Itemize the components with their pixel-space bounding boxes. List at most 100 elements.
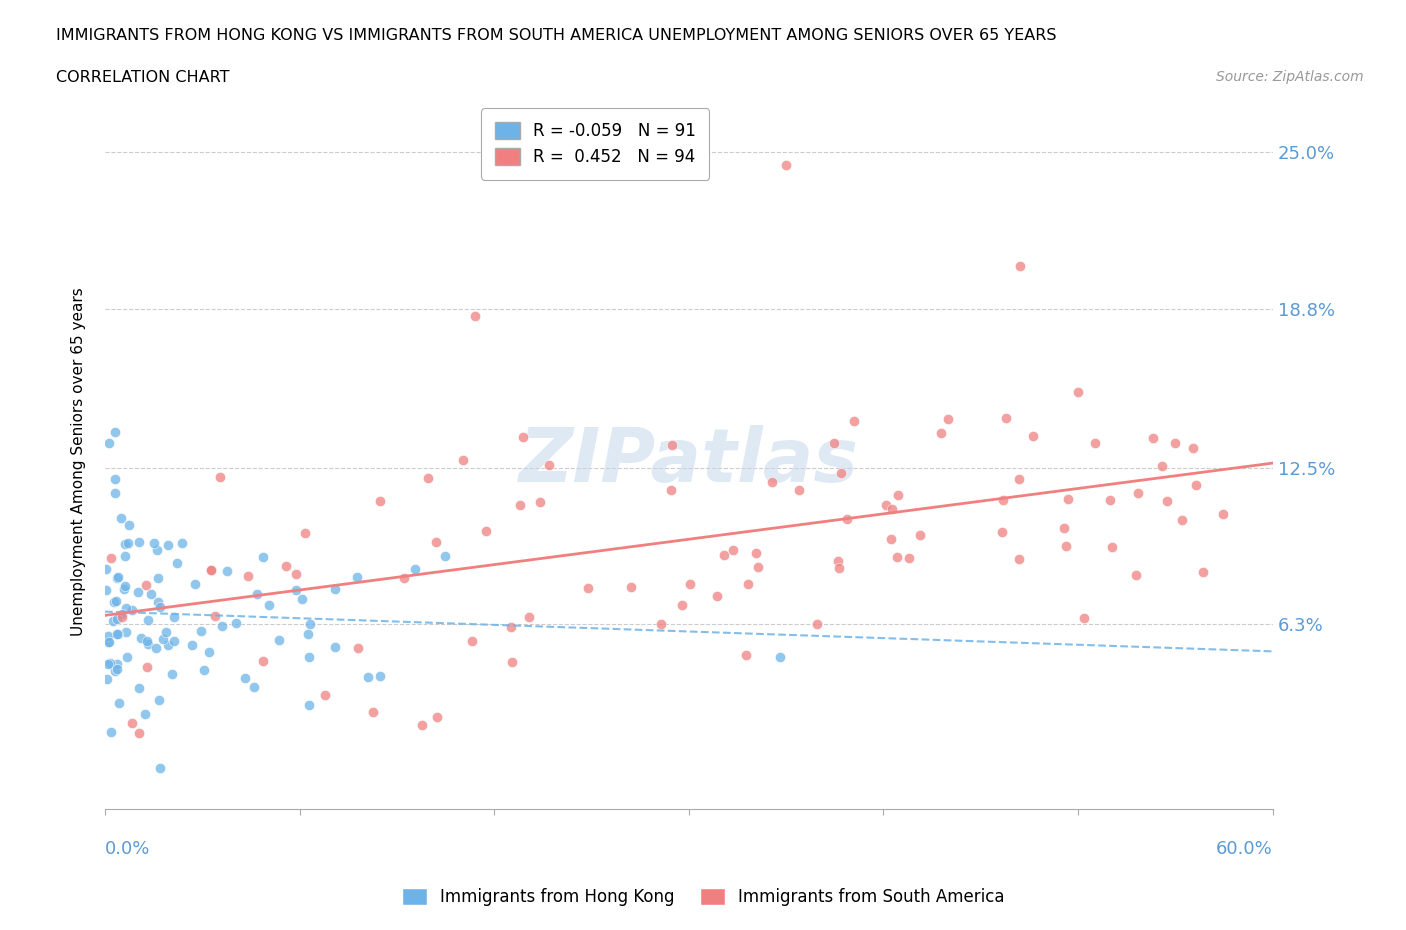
Text: IMMIGRANTS FROM HONG KONG VS IMMIGRANTS FROM SOUTH AMERICA UNEMPLOYMENT AMONG SE: IMMIGRANTS FROM HONG KONG VS IMMIGRANTS …	[56, 28, 1057, 43]
Point	[215, 564, 238, 578]
Point	[671, 597, 693, 612]
Point	[1008, 551, 1031, 566]
Point	[512, 430, 534, 445]
Point	[1022, 429, 1045, 444]
Point	[357, 670, 380, 684]
Point	[211, 618, 233, 633]
Point	[170, 536, 193, 551]
Point	[145, 641, 167, 656]
Point	[619, 579, 641, 594]
Point	[94, 582, 117, 597]
Point	[294, 525, 316, 540]
Point	[155, 625, 177, 640]
Point	[149, 761, 172, 776]
Point	[761, 474, 783, 489]
Point	[238, 568, 260, 583]
Point	[149, 599, 172, 614]
Point	[243, 680, 266, 695]
Point	[910, 527, 932, 542]
Point	[713, 548, 735, 563]
Point	[461, 633, 484, 648]
Point	[1084, 435, 1107, 450]
Point	[723, 543, 745, 558]
Point	[105, 571, 128, 586]
Point	[1067, 384, 1090, 399]
Point	[887, 487, 910, 502]
Point	[97, 634, 120, 649]
Point	[267, 632, 290, 647]
Point	[1007, 472, 1029, 486]
Point	[156, 538, 179, 552]
Point	[368, 668, 391, 683]
Point	[96, 671, 118, 686]
Point	[252, 654, 274, 669]
Point	[1164, 435, 1187, 450]
Point	[323, 582, 346, 597]
Point	[200, 563, 222, 578]
Legend: R = -0.059   N = 91, R =  0.452   N = 94: R = -0.059 N = 91, R = 0.452 N = 94	[481, 109, 710, 179]
Point	[451, 453, 474, 468]
Point	[314, 687, 336, 702]
Point	[361, 704, 384, 719]
Point	[127, 585, 149, 600]
Point	[104, 663, 127, 678]
Point	[837, 512, 859, 526]
Point	[163, 633, 186, 648]
Point	[661, 438, 683, 453]
Point	[104, 593, 127, 608]
Point	[879, 532, 901, 547]
Point	[517, 610, 540, 625]
Point	[114, 548, 136, 563]
Point	[464, 309, 486, 324]
Point	[276, 559, 298, 574]
Point	[100, 724, 122, 739]
Legend: Immigrants from Hong Kong, Immigrants from South America: Immigrants from Hong Kong, Immigrants fr…	[395, 881, 1011, 912]
Point	[105, 657, 128, 671]
Point	[297, 626, 319, 641]
Point	[114, 537, 136, 551]
Point	[115, 649, 138, 664]
Point	[897, 551, 920, 565]
Text: 0.0%: 0.0%	[105, 840, 150, 858]
Point	[257, 597, 280, 612]
Point	[108, 696, 131, 711]
Point	[107, 569, 129, 584]
Point	[1052, 521, 1074, 536]
Point	[1142, 430, 1164, 445]
Point	[1156, 494, 1178, 509]
Point	[842, 414, 865, 429]
Point	[148, 594, 170, 609]
Point	[650, 617, 672, 631]
Point	[1073, 610, 1095, 625]
Point	[1126, 486, 1149, 501]
Point	[115, 601, 138, 616]
Point	[806, 617, 828, 631]
Point	[163, 609, 186, 624]
Point	[394, 571, 416, 586]
Point	[411, 718, 433, 733]
Point	[184, 577, 207, 591]
Point	[1056, 492, 1078, 507]
Point	[105, 661, 128, 676]
Point	[208, 470, 231, 485]
Point	[143, 536, 166, 551]
Point	[323, 640, 346, 655]
Point	[425, 535, 447, 550]
Point	[1150, 458, 1173, 473]
Point	[1211, 507, 1233, 522]
Point	[475, 524, 498, 538]
Text: CORRELATION CHART: CORRELATION CHART	[56, 70, 229, 85]
Point	[537, 458, 560, 472]
Point	[128, 725, 150, 740]
Point	[148, 692, 170, 707]
Point	[193, 663, 215, 678]
Point	[745, 546, 768, 561]
Point	[181, 638, 204, 653]
Point	[285, 582, 308, 597]
Point	[737, 576, 759, 591]
Point	[136, 613, 159, 628]
Point	[138, 637, 160, 652]
Point	[1185, 478, 1208, 493]
Point	[775, 157, 797, 172]
Point	[501, 655, 523, 670]
